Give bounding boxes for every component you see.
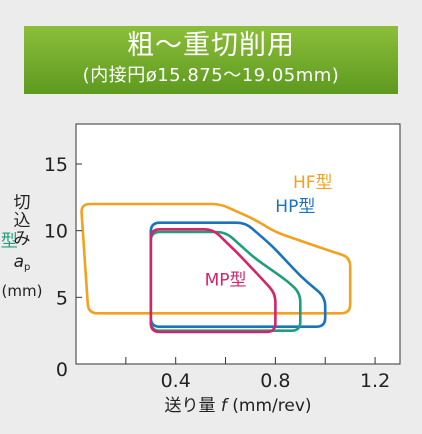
y-tick-label-2: 10 xyxy=(44,221,68,243)
x-axis-label: 送り量 f (mm/rev) xyxy=(164,396,311,416)
series-label-2: HG型 xyxy=(0,232,18,252)
series-label-3: MP型 xyxy=(205,270,247,290)
y-tick-label-3: 15 xyxy=(44,154,68,176)
page-title: 粗〜重切削用 xyxy=(127,30,295,61)
x-tick-label-0: 0.4 xyxy=(161,370,191,392)
series-label-1: HP型 xyxy=(275,197,315,217)
series-region-2 xyxy=(149,230,302,332)
axes-group: 5 10 15 0 0.4 0.8 1.2 送り量 f (mm/rev) 切込み ap (mm) xyxy=(2,154,391,416)
y-axis-label-line-3: ap xyxy=(14,252,31,273)
series-region-3 xyxy=(149,228,277,334)
y-axis-label-line-4: (mm) xyxy=(2,282,43,300)
page-subtitle: (内接円ø15.875〜19.05mm) xyxy=(82,65,340,86)
header-banner: 粗〜重切削用 (内接円ø15.875〜19.05mm) xyxy=(24,26,398,94)
series-region-1 xyxy=(149,221,327,328)
y-axis-label-line-0: 切 xyxy=(14,193,31,213)
series-region-0 xyxy=(80,202,352,315)
series-group: HF型 HP型 HG型 MP型 xyxy=(0,173,352,334)
y-axis-label-line-1: 込 xyxy=(14,211,31,231)
x-tick-label-2: 1.2 xyxy=(360,370,390,392)
y-tick-label-1: 5 xyxy=(56,287,68,309)
y-axis-label-line-2: み xyxy=(14,229,31,249)
series-label-0: HF型 xyxy=(293,173,333,193)
x-tick-label-1: 0.8 xyxy=(260,370,290,392)
origin-label: 0 xyxy=(56,359,68,381)
